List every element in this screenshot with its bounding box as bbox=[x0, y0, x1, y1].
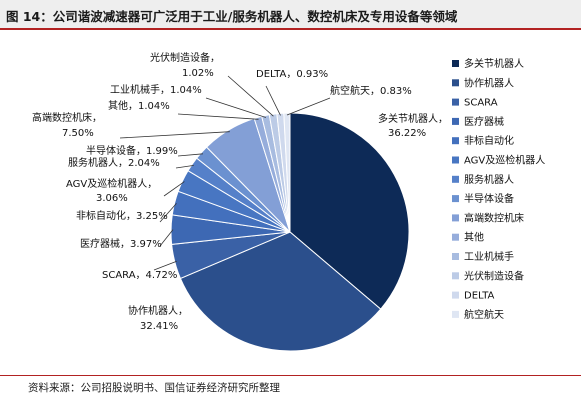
legend-label-1: 协作机器人 bbox=[464, 76, 514, 89]
slice-label-1-0: 协作机器人， bbox=[128, 304, 188, 317]
legend-label-9: 其他 bbox=[464, 231, 484, 244]
leader-line-5 bbox=[163, 181, 185, 197]
leader-line-4 bbox=[159, 203, 177, 223]
slice-label-8-0: 高端数控机床， bbox=[32, 111, 102, 124]
leader-line-6 bbox=[175, 165, 194, 169]
legend-label-7: 半导体设备 bbox=[464, 192, 514, 205]
slice-label-5-0: AGV及巡检机器人， bbox=[66, 177, 157, 190]
legend-label-5: AGV及巡检机器人 bbox=[464, 154, 545, 167]
legend-swatch-1 bbox=[452, 79, 459, 87]
legend-swatch-5 bbox=[452, 156, 459, 164]
pie-slice-0 bbox=[289, 112, 410, 310]
legend-swatch-11 bbox=[452, 272, 459, 280]
leader-line-7 bbox=[177, 153, 204, 157]
legend-swatch-4 bbox=[452, 137, 459, 145]
slice-label-1-1: 32.41% bbox=[140, 321, 178, 332]
legend-swatch-12 bbox=[452, 291, 459, 299]
slice-label-6-0: 服务机器人，2.04% bbox=[68, 156, 160, 169]
figure-title: 图 14：公司谐波减速器可广泛用于工业/服务机器人、数控机床及专用设备等领域 bbox=[6, 9, 458, 24]
pie-slice-1 bbox=[179, 231, 382, 352]
legend-swatch-13 bbox=[452, 310, 459, 318]
slice-label-8-1: 7.50% bbox=[62, 128, 94, 139]
legend-label-3: 医疗器械 bbox=[464, 115, 504, 128]
leader-line-8 bbox=[119, 131, 230, 139]
slice-label-3-0: 医疗器械，3.97% bbox=[80, 237, 162, 250]
leader-line-3 bbox=[159, 229, 174, 247]
leader-line-10 bbox=[205, 97, 267, 118]
legend-swatch-10 bbox=[452, 253, 459, 260]
legend-label-10: 工业机械手 bbox=[464, 250, 514, 263]
legend-swatch-0 bbox=[452, 60, 459, 67]
slice-label-2-0: SCARA，4.72% bbox=[102, 270, 177, 281]
slice-label-11-1: 1.02% bbox=[182, 68, 214, 79]
source-divider bbox=[0, 375, 581, 376]
slice-label-13-0: 航空航天，0.83% bbox=[330, 84, 412, 97]
legend-label-6: 服务机器人 bbox=[464, 173, 514, 186]
legend-label-2: SCARA bbox=[464, 98, 498, 109]
title-bar: 图 14：公司谐波减速器可广泛用于工业/服务机器人、数控机床及专用设备等领域 bbox=[0, 0, 581, 30]
slice-label-9-0: 其他，1.04% bbox=[108, 99, 170, 112]
legend-swatch-7 bbox=[452, 195, 459, 203]
source-note: 资料来源：公司招股说明书、国信证券经济研究所整理 bbox=[28, 382, 280, 394]
legend-label-11: 光伏制造设备 bbox=[464, 269, 524, 282]
legend-swatch-2 bbox=[452, 98, 459, 106]
leader-line-2 bbox=[153, 260, 177, 271]
legend-swatch-8 bbox=[452, 214, 459, 222]
leader-line-12 bbox=[265, 85, 281, 116]
slice-label-0-0: 多关节机器人， bbox=[378, 112, 448, 125]
legend-swatch-6 bbox=[452, 175, 459, 183]
legend-label-0: 多关节机器人 bbox=[464, 57, 524, 70]
slice-label-5-1: 3.06% bbox=[96, 193, 128, 204]
slice-label-0-1: 36.22% bbox=[388, 128, 426, 139]
legend-swatch-3 bbox=[452, 117, 459, 125]
slice-label-7-0: 半导体设备，1.99% bbox=[86, 144, 178, 157]
legend-swatch-9 bbox=[452, 233, 459, 241]
legend-label-13: 航空航天 bbox=[464, 308, 504, 321]
legend-label-4: 非标自动化 bbox=[464, 134, 514, 147]
slice-label-12-0: DELTA，0.93% bbox=[256, 69, 328, 80]
leader-line-9 bbox=[177, 113, 259, 120]
legend-label-8: 高端数控机床 bbox=[464, 211, 524, 224]
slice-label-4-0: 非标自动化，3.25% bbox=[76, 209, 168, 222]
legend-label-12: DELTA bbox=[464, 291, 495, 302]
slice-label-10-0: 工业机械手，1.04% bbox=[110, 83, 202, 96]
slice-label-11-0: 光伏制造设备， bbox=[150, 51, 220, 64]
leader-line-13 bbox=[286, 97, 331, 116]
pie-slice-13 bbox=[283, 112, 291, 233]
leader-line-11 bbox=[227, 75, 274, 117]
